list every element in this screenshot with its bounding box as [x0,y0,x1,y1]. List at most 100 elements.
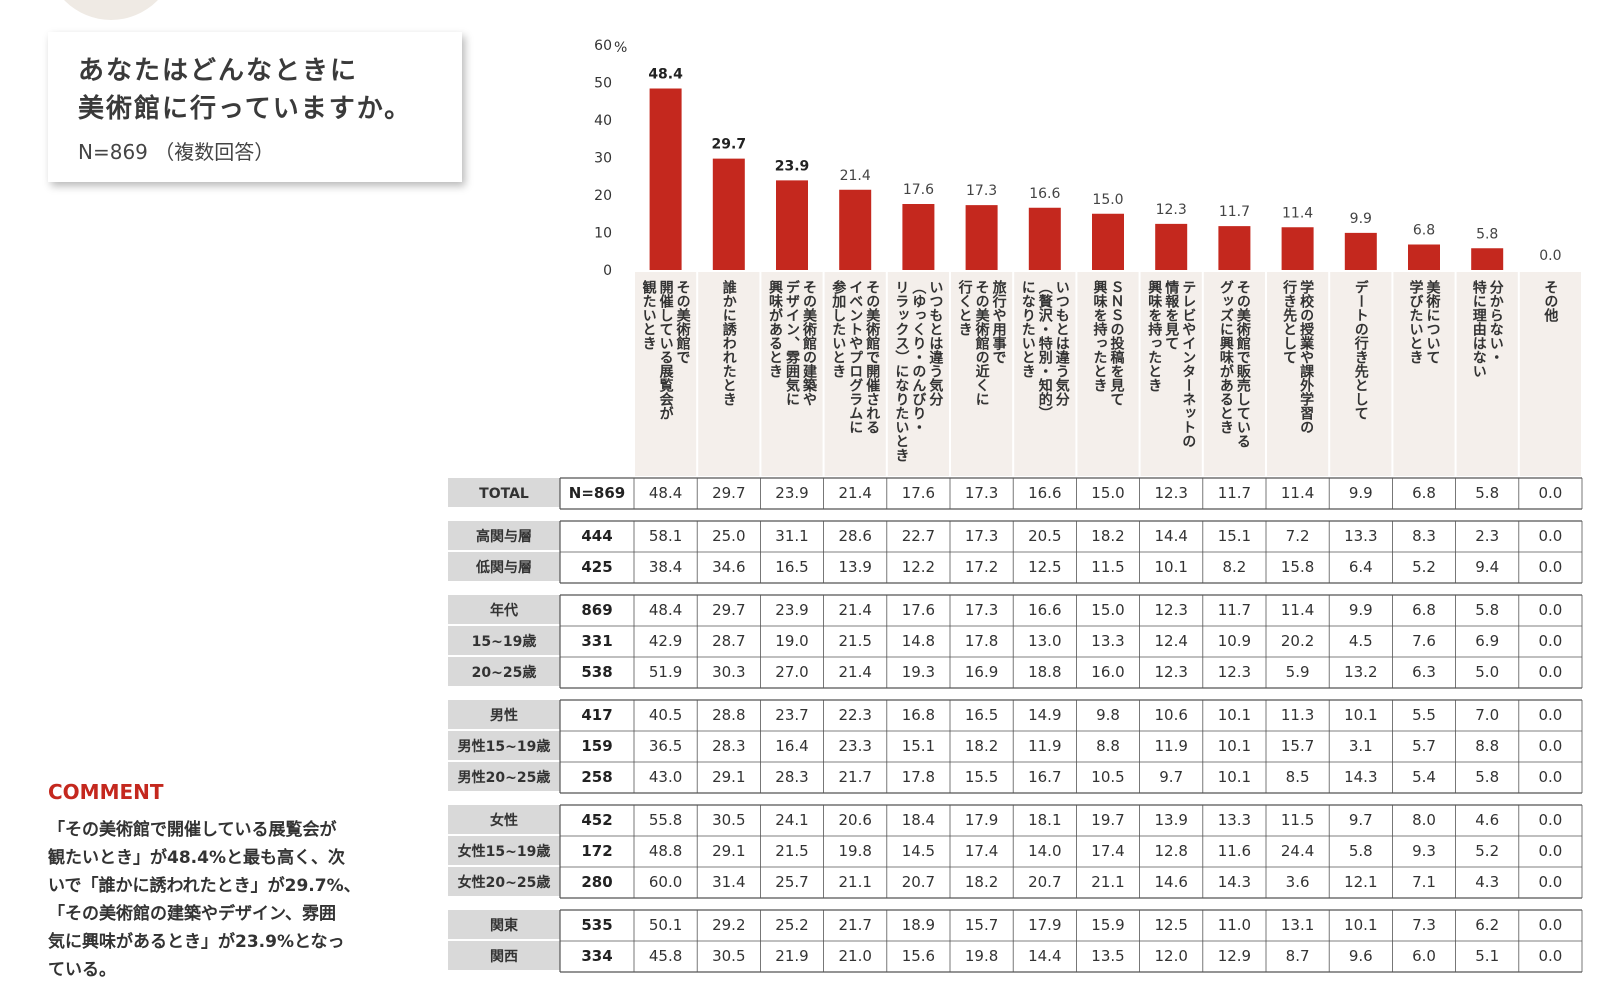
category-label: その美術館の近くに [974,280,991,406]
table-cell: 11.9 [1028,737,1061,755]
table-cell: 6.3 [1412,663,1436,681]
table-cell: 0.0 [1538,916,1562,934]
table-cell: 15.8 [1281,558,1314,576]
table-cell: 18.2 [1091,527,1124,545]
comment-line: 気に興味があるとき」が23.9%となっ [48,932,345,952]
table-cell: 12.3 [1154,663,1187,681]
table-cell: 36.5 [649,737,682,755]
table-n-value: 535 [581,916,612,934]
table-cell: 3.6 [1286,873,1310,891]
table-row-label: 女性20~25歳 [458,874,551,891]
table-cell: 6.2 [1475,916,1499,934]
table-cell: 0.0 [1538,737,1562,755]
category-label: 分からない・ [1488,280,1504,364]
table-cell: 0.0 [1538,842,1562,860]
table-cell: 4.6 [1475,811,1499,829]
bar-value-label: 23.9 [775,158,810,174]
table-cell: 0.0 [1538,632,1562,650]
table-cell: 24.1 [775,811,808,829]
table-cell: 58.1 [649,527,682,545]
bar [1092,213,1124,270]
table-cell: 5.9 [1286,663,1310,681]
table-cell: 5.0 [1475,663,1499,681]
table-cell: 17.4 [1091,842,1124,860]
table-row-label: 女性 [490,812,518,829]
table-cell: 55.8 [649,811,682,829]
table-row-label: TOTAL [479,486,529,502]
table-cell: 18.2 [965,873,998,891]
category-label-bg [1456,272,1518,476]
table-cell: 23.9 [775,484,808,502]
table-cell: 10.9 [1218,632,1251,650]
category-label-bg [887,272,949,476]
table-cell: 12.3 [1154,601,1187,619]
table-cell: 14.0 [1028,842,1061,860]
table-n-value: 159 [581,737,612,755]
table-cell: 15.5 [965,768,998,786]
category-label: その他 [1542,280,1559,323]
bar-value-label: 16.6 [1029,186,1060,202]
category-label: 学校の授業や課外学習の [1298,279,1315,434]
table-cell: 16.5 [775,558,808,576]
table-cell: 12.5 [1028,558,1061,576]
table-cell: 21.5 [838,632,871,650]
table-n-value: 425 [581,558,612,576]
table-cell: 12.2 [902,558,935,576]
bar [1408,244,1440,270]
table-cell: 7.6 [1412,632,1436,650]
table-cell: 12.8 [1154,842,1187,860]
table-cell: 23.9 [775,601,808,619]
table-cell: 9.3 [1412,842,1436,860]
table-cell: 13.1 [1281,916,1314,934]
table-cell: 18.8 [1028,663,1061,681]
table-cell: 18.1 [1028,811,1061,829]
table-cell: 14.5 [902,842,935,860]
category-label: グッズに興味があるとき [1218,279,1234,434]
table-cell: 29.1 [712,842,745,860]
table-cell: 5.8 [1475,484,1499,502]
bar [712,158,745,270]
table-cell: 21.9 [775,947,808,965]
table-cell: 19.0 [775,632,808,650]
bar-value-label: 29.7 [712,137,747,153]
table-cell: 6.9 [1475,632,1499,650]
table-cell: 16.0 [1091,663,1124,681]
table-cell: 43.0 [649,768,682,786]
comment-line: いで「誰かに誘われたとき」が29.7%、 [48,876,361,896]
table-cell: 18.9 [902,916,935,934]
category-label-bg [761,272,823,476]
table-cell: 21.7 [838,916,871,934]
category-label: リラックス）になりたいとき [893,280,910,462]
table-cell: 15.7 [1281,737,1314,755]
table-cell: 0.0 [1538,768,1562,786]
table-row-label-bg [448,552,560,581]
table-cell: 21.1 [838,873,871,891]
category-label: 旅行や用事で [991,279,1008,364]
table-cell: 13.5 [1091,947,1124,965]
category-label-bg [1140,272,1202,476]
category-label: 美術について [1425,279,1442,364]
table-cell: 9.7 [1349,811,1373,829]
bar-value-label: 11.4 [1282,205,1313,221]
table-cell: 40.5 [649,706,682,724]
table-cell: 42.9 [649,632,682,650]
table-cell: 14.4 [1028,947,1061,965]
table-cell: 9.9 [1349,601,1373,619]
table-cell: 12.3 [1218,663,1251,681]
table-cell: 10.1 [1344,706,1377,724]
table-cell: 29.7 [712,484,745,502]
table-cell: 23.7 [775,706,808,724]
category-label: その美術館の建築や [801,280,818,406]
category-label-bg [1330,272,1392,476]
category-label: イベントやプログラムに [847,280,863,434]
table-n-value: 334 [581,947,612,965]
table-cell: 20.7 [902,873,935,891]
table-row-label: 年代 [490,602,518,619]
table-cell: 13.0 [1028,632,1061,650]
category-label: 行くとき [957,279,974,336]
category-label: ＳＮＳの投稿を見て [1109,280,1126,406]
bar-value-label: 21.4 [840,168,871,184]
table-cell: 11.4 [1281,484,1314,502]
category-label-bg [824,272,886,476]
table-cell: 9.7 [1159,768,1183,786]
